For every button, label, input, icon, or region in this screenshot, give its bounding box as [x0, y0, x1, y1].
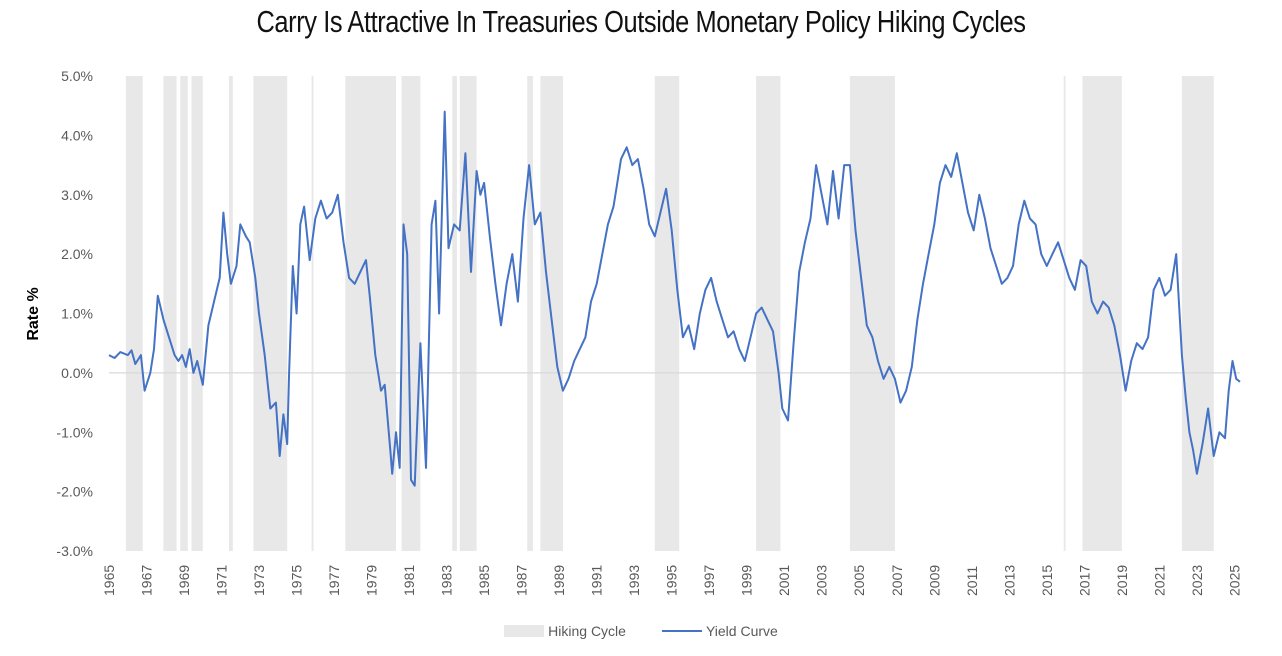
y-tick-label: 3.0%: [61, 187, 93, 203]
y-axis-label: Rate %: [25, 287, 42, 340]
x-tick-label: 2011: [964, 566, 980, 596]
x-tick-label: 2005: [851, 565, 867, 596]
y-tick-label: -1.0%: [56, 424, 93, 440]
y-tick-label: 2.0%: [61, 246, 93, 262]
x-tick-label: 2017: [1076, 565, 1092, 596]
hiking-cycle-band: [125, 76, 143, 551]
y-tick-label: -3.0%: [56, 543, 93, 559]
x-tick-label: 1981: [401, 565, 417, 596]
x-tick-labels: 1965 1967 1969 1971 1973 1975 1977 1979 1981 1983…: [101, 565, 1242, 596]
hiking-cycle-band: [459, 76, 477, 551]
y-tick-label: -2.0%: [56, 484, 93, 500]
hiking-cycle-band: [191, 76, 203, 551]
x-tick-label: 1965: [101, 565, 117, 596]
chart-title: Carry Is Attractive In Treasuries Outsid…: [256, 4, 1026, 39]
hiking-cycle-band: [1082, 76, 1122, 551]
x-tick-label: 2025: [1226, 565, 1242, 596]
hiking-cycle-band: [1181, 76, 1214, 551]
y-tick-labels: 5.0% 4.0% 3.0% 2.0% 1.0% 0.0% -1.0% -2.0% -3.0%: [56, 68, 93, 559]
x-tick-label: 2013: [1001, 565, 1017, 596]
x-tick-label: 1999: [739, 565, 755, 596]
hiking-cycle-band: [1063, 76, 1066, 551]
legend-label-hiking-cycle: Hiking Cycle: [548, 623, 626, 639]
hiking-cycle-band: [527, 76, 533, 551]
x-tick-label: 2015: [1039, 565, 1055, 596]
x-tick-label: 2001: [776, 565, 792, 596]
x-tick-label: 1985: [476, 565, 492, 596]
y-tick-label: 0.0%: [61, 365, 93, 381]
legend-swatch-hiking-cycle: [504, 625, 545, 637]
legend-label-yield-curve: Yield Curve: [705, 623, 778, 639]
x-tick-label: 1995: [664, 565, 680, 596]
legend-item-yield-curve: Yield Curve: [661, 623, 778, 639]
x-tick-label: 1991: [589, 565, 605, 596]
x-tick-label: 1969: [176, 565, 192, 596]
hiking-cycle-band: [401, 76, 421, 551]
x-tick-label: 1993: [626, 565, 642, 596]
x-tick-label: 1975: [289, 565, 305, 596]
x-tick-label: 1983: [439, 565, 455, 596]
legend-swatch-yield-curve: [661, 630, 702, 632]
x-tick-label: 1979: [364, 565, 380, 596]
hiking-cycle-band: [163, 76, 177, 551]
x-tick-label: 2019: [1114, 565, 1130, 596]
x-tick-label: 2009: [926, 565, 942, 596]
x-tick-label: 1971: [214, 565, 230, 596]
hiking-cycle-band: [311, 76, 314, 551]
x-tick-label: 1973: [251, 565, 267, 596]
x-tick-label: 2021: [1151, 565, 1167, 596]
legend: Hiking Cycle Yield Curve: [0, 620, 1282, 642]
x-tick-label: 2023: [1189, 565, 1205, 596]
legend-item-hiking-cycle: Hiking Cycle: [504, 623, 626, 639]
y-tick-label: 4.0%: [61, 127, 93, 143]
hiking-cycle-band: [756, 76, 781, 551]
series-line-yield-curve: [108, 110, 1241, 487]
x-tick-label: 1987: [514, 565, 530, 596]
hiking-cycle-band: [849, 76, 895, 551]
x-tick-label: 2003: [814, 565, 830, 596]
x-tick-label: 1997: [701, 565, 717, 596]
x-tick-label: 1977: [326, 565, 342, 596]
hiking-cycle-band: [654, 76, 680, 551]
y-tick-label: 1.0%: [61, 306, 93, 322]
x-tick-label: 1967: [139, 565, 155, 596]
hiking-cycle-bands: [125, 76, 1214, 551]
x-tick-label: 1989: [551, 565, 567, 596]
hiking-cycle-band: [452, 76, 457, 551]
hiking-cycle-band: [180, 76, 188, 551]
hiking-cycle-band: [229, 76, 233, 551]
x-tick-label: 2007: [889, 565, 905, 596]
y-tick-label: 5.0%: [61, 68, 93, 84]
